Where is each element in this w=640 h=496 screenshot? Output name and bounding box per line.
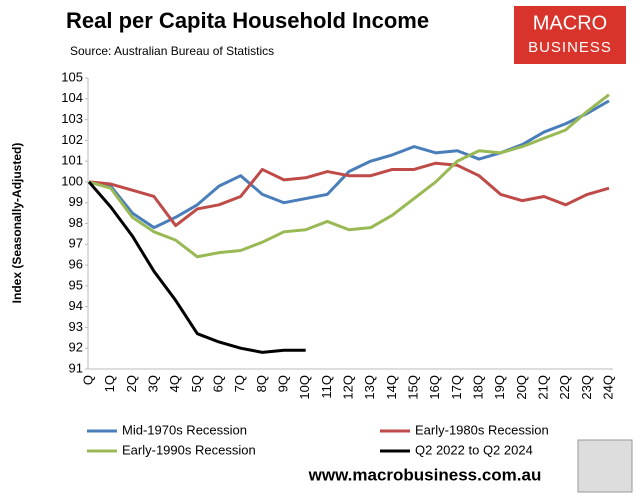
y-tick-label: 101 bbox=[61, 153, 83, 168]
y-tick-label: 97 bbox=[69, 236, 83, 251]
x-tick-label: 17Q bbox=[449, 375, 464, 400]
x-tick-label: 16Q bbox=[427, 375, 442, 400]
line bbox=[88, 93, 610, 259]
y-tick-label: 99 bbox=[69, 194, 83, 209]
line bbox=[88, 161, 610, 228]
legend-label: Mid-1970s Recession bbox=[122, 422, 247, 437]
y-axis-label: Index (Seasonally-Adjusted) bbox=[10, 143, 24, 304]
x-tick-label: 20Q bbox=[514, 375, 529, 400]
x-tick-label: 14Q bbox=[384, 375, 399, 400]
x-tick-label: 21Q bbox=[535, 375, 550, 400]
x-tick-label: 11Q bbox=[319, 375, 334, 399]
y-tick-label: 91 bbox=[69, 360, 83, 375]
y-tick-label: 102 bbox=[61, 132, 83, 147]
x-tick-label: 8Q bbox=[254, 375, 269, 392]
y-tick-label: 96 bbox=[69, 257, 83, 272]
y-tick-label: 100 bbox=[61, 173, 83, 188]
x-tick-label: 4Q bbox=[167, 375, 182, 392]
x-tick-label: 22Q bbox=[557, 375, 572, 400]
x-tick-label: 15Q bbox=[405, 375, 420, 400]
y-tick-label: 104 bbox=[61, 90, 83, 105]
line bbox=[88, 99, 610, 230]
x-tick-label: 13Q bbox=[362, 375, 377, 400]
x-tick-label: 24Q bbox=[600, 375, 615, 400]
legend-label: Early-1980s Recession bbox=[415, 422, 549, 437]
y-tick-label: 94 bbox=[69, 298, 83, 313]
logo-text: MACRO bbox=[533, 12, 607, 34]
x-tick-label: 6Q bbox=[210, 375, 225, 392]
legend-label: Early-1990s Recession bbox=[122, 442, 256, 457]
line bbox=[87, 180, 306, 354]
x-tick-label: 7Q bbox=[232, 375, 247, 392]
x-tick-label: 1Q bbox=[102, 375, 117, 392]
chart-title: Real per Capita Household Income bbox=[66, 8, 429, 33]
chart-subtitle: Source: Australian Bureau of Statistics bbox=[70, 44, 274, 58]
x-tick-label: Q bbox=[80, 375, 95, 385]
x-tick-label: 18Q bbox=[470, 375, 485, 400]
y-tick-label: 92 bbox=[69, 340, 83, 355]
x-tick-label: 19Q bbox=[492, 375, 507, 400]
logo-text: BUSINESS bbox=[528, 39, 612, 56]
x-tick-label: 10Q bbox=[297, 375, 312, 400]
footer-url: www.macrobusiness.com.au bbox=[308, 465, 542, 484]
y-tick-label: 103 bbox=[61, 111, 83, 126]
y-tick-label: 98 bbox=[69, 215, 83, 230]
y-tick-label: 95 bbox=[69, 277, 83, 292]
x-tick-label: 3Q bbox=[145, 375, 160, 392]
legend-label: Q2 2022 to Q2 2024 bbox=[415, 442, 533, 457]
x-tick-label: 5Q bbox=[189, 375, 204, 392]
y-tick-label: 93 bbox=[69, 319, 83, 334]
logo-box bbox=[514, 6, 626, 64]
y-tick-label: 105 bbox=[61, 69, 83, 84]
x-tick-label: 9Q bbox=[275, 375, 290, 392]
x-tick-label: 2Q bbox=[124, 375, 139, 392]
x-tick-label: 23Q bbox=[579, 375, 594, 400]
x-tick-label: 12Q bbox=[340, 375, 355, 400]
wolf-icon bbox=[577, 439, 633, 493]
